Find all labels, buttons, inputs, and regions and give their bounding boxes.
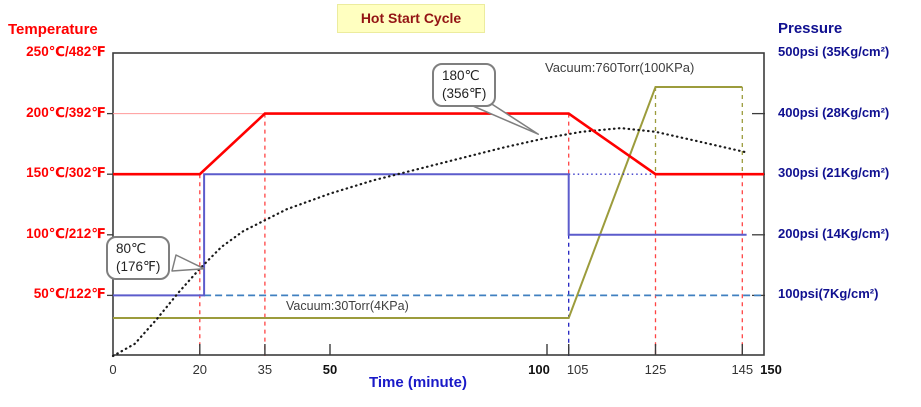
series-actual-temperature-dotted — [111, 126, 748, 358]
left-axis-label-100: 100℃/212℉ — [26, 225, 106, 241]
callout-80c-tail — [171, 254, 205, 272]
callout-80c-line1: 80℃ — [116, 241, 147, 256]
series-vacuum-torr — [113, 86, 743, 319]
callout-180c-line1: 180℃ — [442, 68, 480, 83]
x-axis-label-105: 105 — [566, 362, 589, 377]
vacuum-high-annotation: Vacuum:760Torr(100KPa) — [545, 60, 695, 75]
callout-180c-line2: (356℉) — [442, 85, 487, 101]
x-axis-title: Time (minute) — [368, 374, 468, 391]
callout-80c-line2: (176℉) — [116, 258, 161, 274]
right-axis-label-200: 200psi (14Kg/cm²) — [778, 225, 890, 241]
x-axis-label-35: 35 — [257, 362, 273, 377]
series-pressure-psi — [113, 173, 747, 297]
right-axis-label-300: 300psi (21Kg/cm²) — [778, 165, 890, 181]
x-axis-label-125: 125 — [644, 362, 667, 377]
left-axis-label-150: 150℃/302℉ — [26, 165, 106, 181]
x-axis-label-145: 145 — [731, 362, 754, 377]
right-axis-label-100: 100psi(7Kg/cm²) — [778, 286, 879, 302]
left-axis-label-50: 50℃/122℉ — [33, 286, 106, 302]
callout-80c: 80℃ (176℉) — [106, 236, 171, 281]
right-axis-title: Pressure — [778, 20, 843, 37]
left-axis-label-250: 250℃/482℉ — [26, 44, 106, 59]
chart-title: Hot Start Cycle — [337, 4, 485, 33]
vacuum-low-annotation: Vacuum:30Torr(4KPa) — [286, 299, 409, 313]
right-axis-label-400: 400psi (28Kg/cm²) — [778, 104, 890, 120]
callout-180c: 180℃ (356℉) — [432, 63, 497, 108]
x-axis-label-0: 0 — [109, 362, 117, 377]
x-axis-label-20: 20 — [192, 362, 208, 377]
series-set-temperature — [113, 112, 764, 176]
x-axis-label-150: 150 — [760, 362, 782, 377]
right-axis-label-500: 500psi (35Kg/cm²) — [778, 44, 890, 59]
x-axis-label-50: 50 — [322, 362, 338, 377]
left-axis-title: Temperature — [8, 21, 98, 38]
left-axis-label-200: 200℃/392℉ — [26, 104, 106, 120]
plot-border — [112, 52, 765, 356]
x-axis-label-100: 100 — [528, 362, 550, 377]
